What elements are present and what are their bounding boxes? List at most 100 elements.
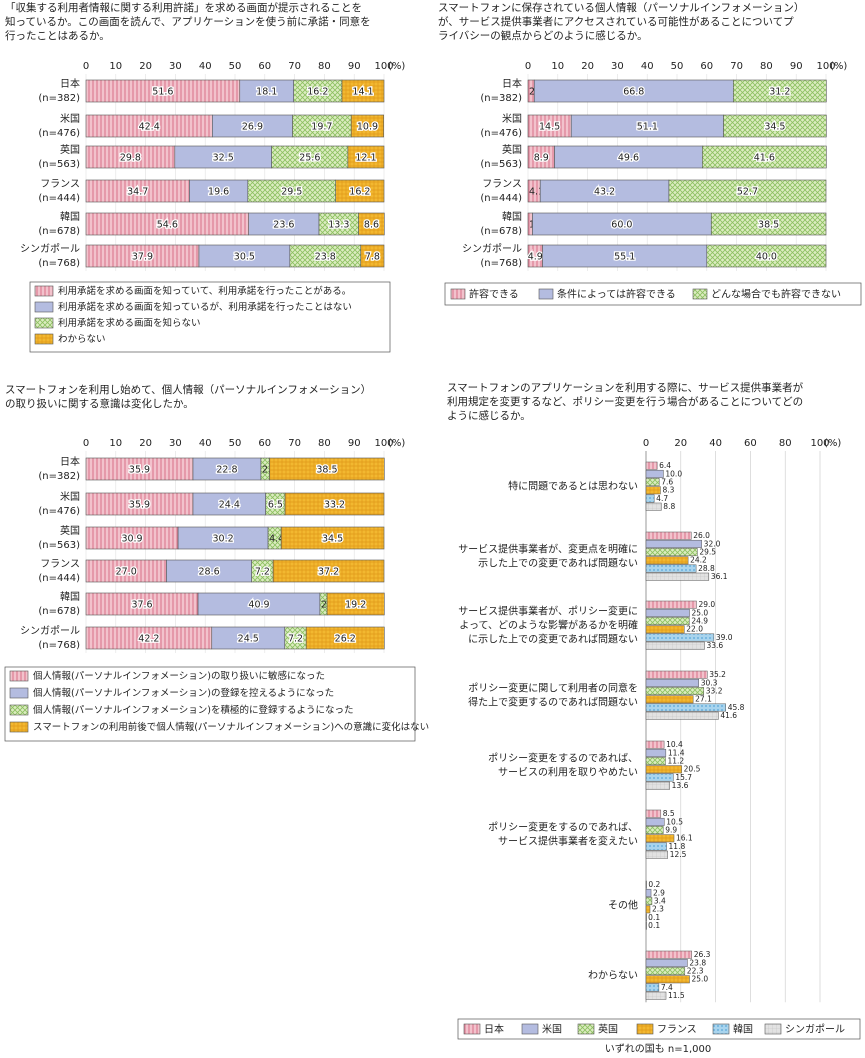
- category-n-label: (n=476): [38, 506, 80, 517]
- chart-title-line: 行ったことはあるか。: [5, 29, 110, 42]
- data-label: 6.5: [268, 500, 283, 511]
- chart-4: スマートフォンのアプリケーションを利用する際に、サービス提供事業者が利用規定を変…: [447, 381, 861, 1055]
- category-label: 米国: [502, 112, 522, 125]
- bar: [645, 826, 664, 835]
- x-tick-label: 20: [674, 438, 687, 449]
- category-n-label: (n=678): [480, 226, 522, 237]
- data-label: 41.6: [720, 711, 737, 720]
- legend-swatch: [34, 333, 54, 345]
- category-label: 示した上での変更であれば問題ない: [478, 557, 638, 570]
- data-label: 30.2: [213, 534, 234, 545]
- data-label: 19.7: [311, 122, 332, 133]
- data-label: 40.9: [248, 600, 269, 611]
- x-tick-label: 40: [199, 438, 212, 449]
- legend-label: フランス: [657, 1024, 697, 1036]
- data-label: 26.2: [335, 634, 356, 645]
- category-label: フランス: [40, 178, 80, 190]
- x-tick-label: 30: [611, 61, 624, 72]
- data-label: 23.8: [689, 958, 706, 967]
- x-tick-label: 60: [258, 61, 271, 72]
- category-label: 韓国: [502, 211, 522, 223]
- x-unit-label: (%): [388, 61, 405, 72]
- x-tick-label: 60: [744, 438, 757, 449]
- x-tick-label: 0: [83, 438, 89, 449]
- data-label: 51.6: [152, 87, 173, 98]
- data-label: 4.9: [528, 252, 543, 263]
- data-label: 27.1: [695, 695, 712, 704]
- data-label: 11.5: [668, 991, 685, 1000]
- bar: [645, 478, 660, 487]
- legend-swatch: [9, 687, 29, 699]
- data-label: 29.5: [281, 187, 302, 198]
- legend-label: 許容できる: [469, 288, 519, 301]
- category-n-label: (n=678): [38, 606, 80, 617]
- data-label: 26.3: [694, 950, 711, 959]
- data-label: 25.0: [692, 975, 709, 984]
- data-label: 8.3: [662, 486, 674, 495]
- data-label: 52.7: [737, 187, 758, 198]
- data-label: 12.5: [670, 850, 687, 859]
- category-label: 韓国: [60, 211, 80, 223]
- legend-label: 英国: [598, 1023, 618, 1036]
- data-label: 0.2: [648, 880, 660, 889]
- data-label: 12.1: [355, 153, 376, 164]
- bar: [645, 850, 668, 859]
- data-label: 37.6: [131, 600, 152, 611]
- data-label: 22.0: [686, 625, 703, 634]
- legend-label: スマートフォンの利用前後で個人情報(パーソナルインフォメーション)への意識に変化…: [33, 721, 429, 733]
- bar: [645, 913, 647, 922]
- data-label: 27.0: [116, 567, 137, 578]
- x-tick-label: 80: [760, 61, 773, 72]
- data-label: 11.4: [668, 748, 685, 757]
- bar: [645, 548, 698, 557]
- legend-swatch: [764, 1023, 782, 1035]
- legend-swatch: [450, 288, 466, 300]
- category-n-label: (n=563): [38, 540, 80, 551]
- chart-note: いずれの国も n=1,000: [605, 1043, 712, 1055]
- chart-title-line: スマートフォンのアプリケーションを利用する際に、サービス提供事業者が: [447, 381, 804, 394]
- category-n-label: (n=476): [38, 128, 80, 139]
- data-label: 41.6: [754, 153, 775, 164]
- data-label: 54.6: [157, 220, 178, 231]
- category-label: わからない: [588, 970, 638, 982]
- data-label: 16.2: [349, 187, 370, 198]
- x-tick-label: 0: [643, 438, 649, 449]
- data-label: 24.2: [690, 556, 707, 565]
- x-tick-label: 10: [551, 61, 564, 72]
- data-label: 19.2: [345, 600, 366, 611]
- bar-segment: [350, 114, 385, 138]
- chart-title-line: ように感じるか。: [447, 409, 531, 422]
- x-tick-label: 10: [109, 438, 122, 449]
- bar: [645, 641, 705, 650]
- category-n-label: (n=768): [480, 258, 522, 269]
- bar: [645, 748, 667, 757]
- chart-1: 「収集する利用者情報に関する利用許諾」を求める画面が提示されることを知っているか…: [5, 1, 405, 353]
- category-label: 日本: [60, 455, 80, 468]
- legend-label: シンガポール: [785, 1024, 845, 1036]
- category-label: 日本: [502, 77, 522, 90]
- x-tick-label: 0: [525, 61, 531, 72]
- category-n-label: (n=444): [480, 193, 522, 204]
- legend-label: わからない: [58, 334, 106, 345]
- data-label: 23.6: [273, 220, 294, 231]
- data-label: 37.2: [318, 567, 339, 578]
- chart-title-line: スマートフォンを利用し始めて、個人情報（パーソナルインフォメーション）: [5, 383, 371, 396]
- chart-2: スマートフォンに保存されている個人情報（パーソナルインフォメーション）が、サービ…: [438, 1, 862, 306]
- data-label: 20.5: [684, 765, 701, 774]
- bar: [645, 711, 719, 720]
- data-label: 11.8: [669, 842, 686, 851]
- x-tick-label: 20: [139, 61, 152, 72]
- data-label: 30.9: [121, 534, 142, 545]
- bar: [645, 842, 667, 851]
- data-label: 25.0: [692, 608, 709, 617]
- data-label: 29.0: [698, 600, 715, 609]
- category-label: ポリシー変更をするのであれば、: [488, 752, 638, 765]
- data-label: 10.4: [666, 740, 683, 749]
- data-label: 66.8: [623, 87, 644, 98]
- x-tick-label: 100: [810, 438, 829, 449]
- bar: [645, 600, 697, 609]
- category-n-label: (n=444): [38, 193, 80, 204]
- category-n-label: (n=768): [38, 258, 80, 269]
- legend-swatch: [538, 288, 554, 300]
- bar: [645, 564, 697, 573]
